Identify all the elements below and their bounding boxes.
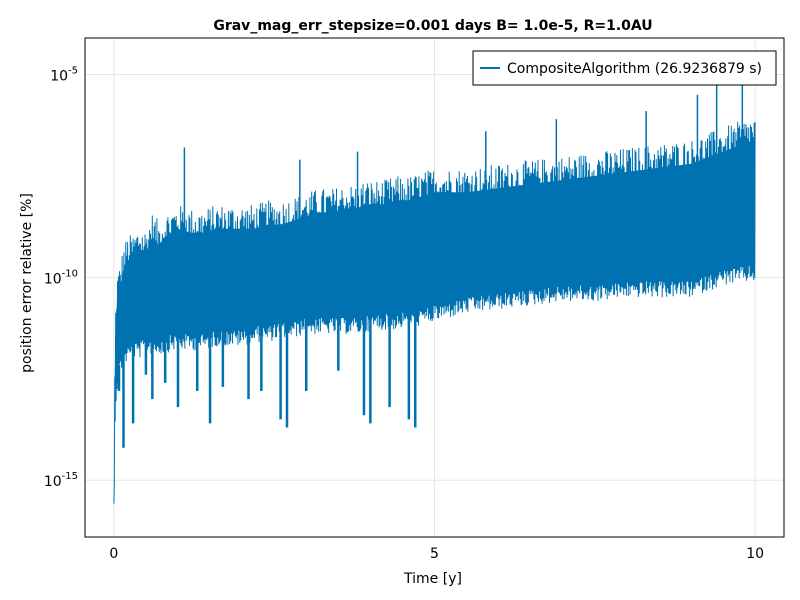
- x-tick-label: 5: [430, 546, 439, 562]
- chart-title: Grav_mag_err_stepsize=0.001 days B= 1.0e…: [213, 18, 652, 34]
- legend: CompositeAlgorithm (26.9236879 s): [472, 50, 777, 86]
- legend-entry-label: CompositeAlgorithm (26.9236879 s): [507, 61, 762, 77]
- plot-frame: [84, 37, 785, 538]
- series-layer: [113, 66, 756, 517]
- x-tick-label: 0: [109, 546, 118, 562]
- x-axis-label: Time [y]: [403, 571, 462, 587]
- y-tick-label: 10-5: [50, 66, 78, 85]
- y-tick-label: 10-15: [44, 471, 78, 490]
- x-tick-label: 10: [746, 546, 764, 562]
- ticks: 0 5 10 10-15 10-10 10-5: [44, 66, 764, 562]
- series-line: [113, 121, 756, 504]
- y-axis-label: position error relative [%]: [19, 193, 35, 373]
- y-tick-label: 10-10: [44, 268, 78, 287]
- legend-box: [472, 50, 777, 86]
